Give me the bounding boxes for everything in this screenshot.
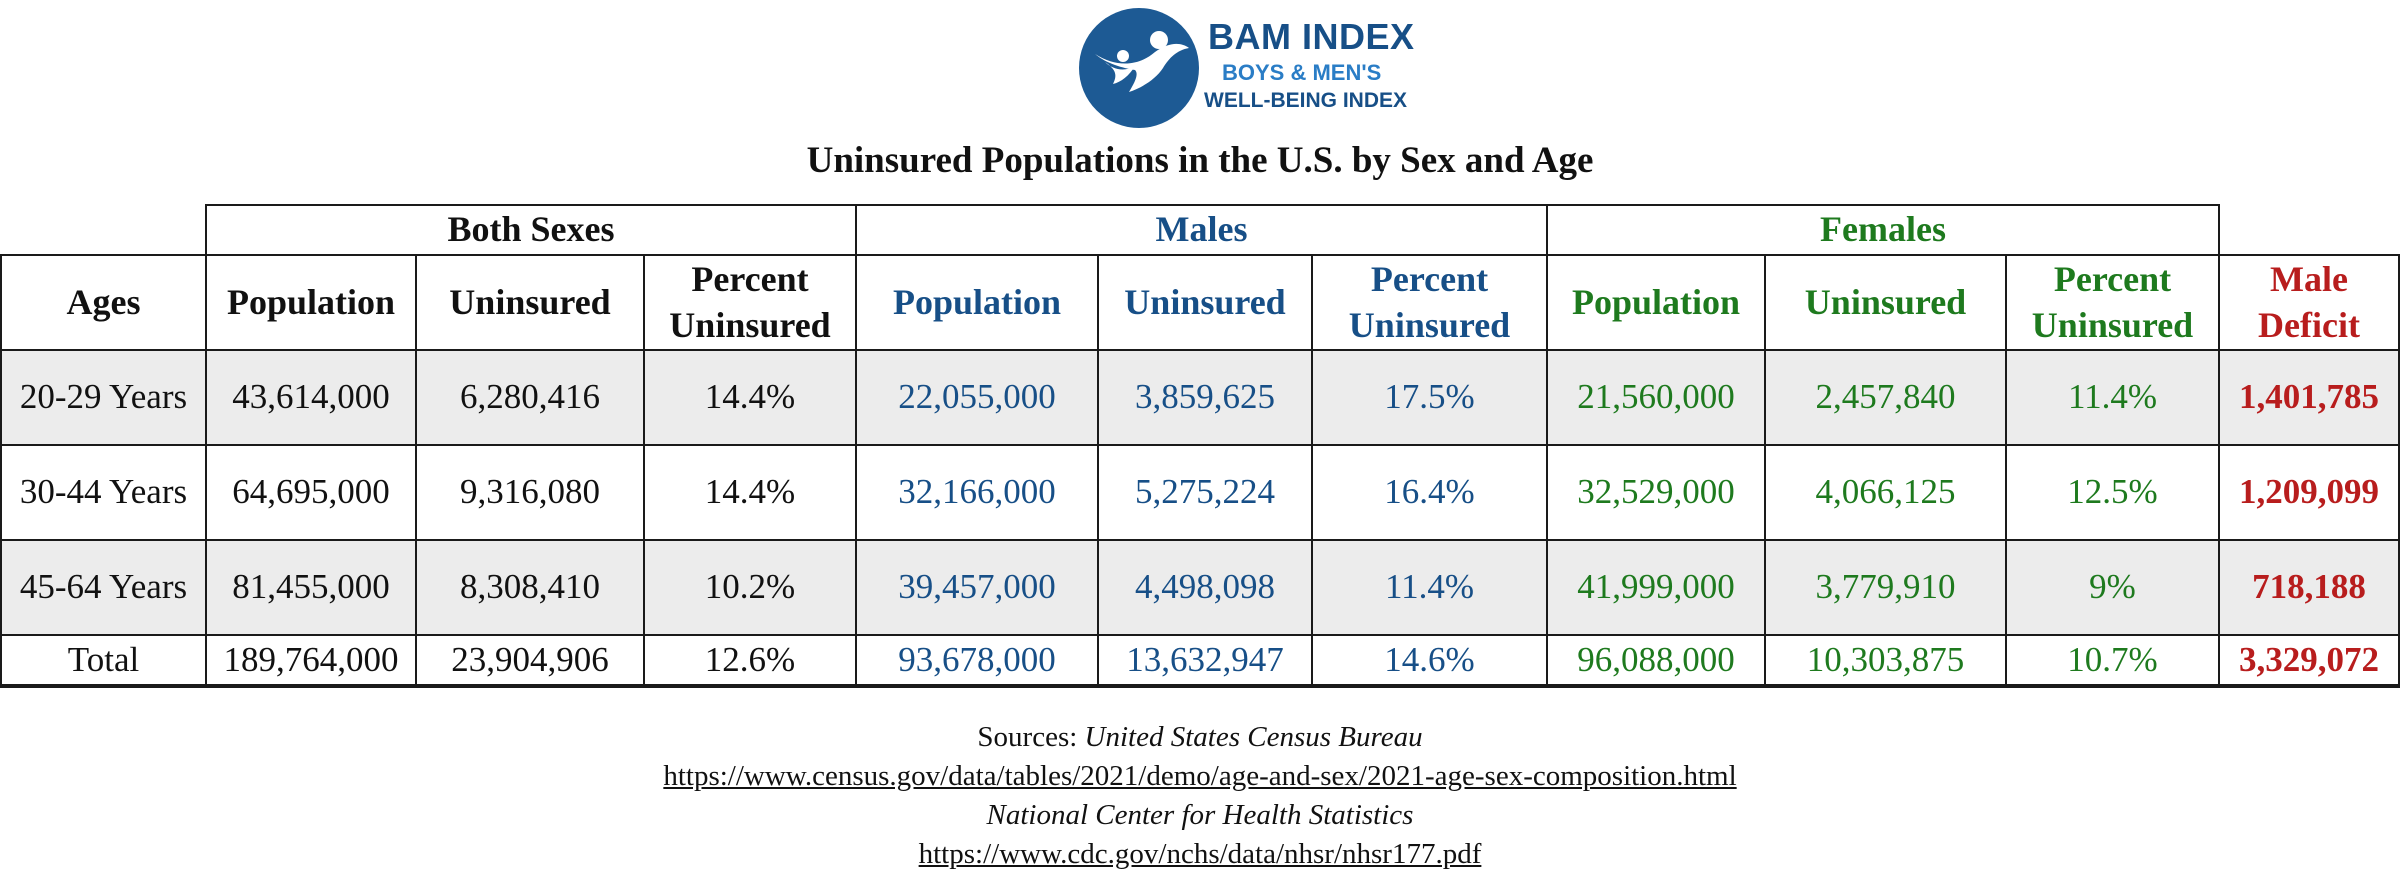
total-label-cell: Total [0, 634, 207, 688]
page-title: Uninsured Populations in the U.S. by Sex… [806, 140, 1594, 181]
both-percent-cell: 14.4% [643, 349, 857, 446]
males-population-cell: 39,457,000 [855, 539, 1099, 636]
both-uninsured-cell: 8,308,410 [415, 539, 645, 636]
both-percent-cell: 14.4% [643, 444, 857, 541]
logo-subtitle-line-2: WELL-BEING INDEX [1204, 89, 1407, 112]
males-percent-cell: 17.5% [1311, 349, 1548, 446]
both-population-cell: 189,764,000 [205, 634, 417, 688]
logo-subtitle-line-1: BOYS & MEN'S [1222, 60, 1382, 85]
females-uninsured-cell: 2,457,840 [1764, 349, 2007, 446]
males-uninsured-cell: 5,275,224 [1097, 444, 1313, 541]
col-header-ages: Ages [0, 254, 207, 351]
females-population-cell: 96,088,000 [1546, 634, 1766, 688]
logo-title: BAM INDEX [1208, 16, 1415, 57]
sources-line-1: Sources: United States Census Bureau [0, 718, 2400, 757]
group-header-females: Females [1546, 204, 2220, 256]
males-population-cell: 32,166,000 [855, 444, 1099, 541]
blank-corner [1, 205, 206, 255]
females-population-cell: 21,560,000 [1546, 349, 1766, 446]
females-uninsured-cell: 3,779,910 [1764, 539, 2007, 636]
col-header-females-population: Population [1546, 254, 1766, 351]
group-header-males: Males [855, 204, 1548, 256]
both-uninsured-cell: 9,316,080 [415, 444, 645, 541]
sources-block: Sources: United States Census Bureau htt… [0, 718, 2400, 874]
males-percent-cell: 14.6% [1311, 634, 1548, 688]
col-header-both-population: Population [205, 254, 417, 351]
col-header-both-percent: Percent Uninsured [643, 254, 857, 351]
males-uninsured-cell: 4,498,098 [1097, 539, 1313, 636]
males-percent-cell: 11.4% [1311, 539, 1548, 636]
male-deficit-cell: 1,401,785 [2218, 349, 2400, 446]
sources-label: Sources: [977, 721, 1085, 753]
cdc-url-link[interactable]: https://www.cdc.gov/nchs/data/nhsr/nhsr1… [918, 838, 1482, 870]
males-uninsured-cell: 13,632,947 [1097, 634, 1313, 688]
both-uninsured-cell: 6,280,416 [415, 349, 645, 446]
col-header-males-uninsured: Uninsured [1097, 254, 1313, 351]
sources-line-3: National Center for Health Statistics [0, 796, 2400, 835]
females-uninsured-cell: 10,303,875 [1764, 634, 2007, 688]
source-census-bureau: United States Census Bureau [1084, 721, 1423, 753]
bam-logo-icon [1079, 8, 1199, 128]
total-row: Total 189,764,000 23,904,906 12.6% 93,67… [0, 634, 2400, 688]
females-percent-cell: 9% [2005, 539, 2220, 636]
col-header-males-percent: Percent Uninsured [1311, 254, 1548, 351]
col-header-females-percent: Percent Uninsured [2005, 254, 2220, 351]
females-uninsured-cell: 4,066,125 [1764, 444, 2007, 541]
females-percent-cell: 12.5% [2005, 444, 2220, 541]
uninsured-table: Both Sexes Males Females Ages Population… [0, 204, 2400, 688]
bam-index-logo: BAM INDEX BOYS & MEN'S WELL-BEING INDEX [1077, 6, 1449, 132]
females-population-cell: 32,529,000 [1546, 444, 1766, 541]
table-row: 30-44 Years 64,695,000 9,316,080 14.4% 3… [0, 444, 2400, 541]
column-header-row: Ages Population Uninsured Percent Uninsu… [0, 254, 2400, 351]
group-header-both-sexes: Both Sexes [205, 204, 857, 256]
females-percent-cell: 11.4% [2005, 349, 2220, 446]
col-header-both-uninsured: Uninsured [415, 254, 645, 351]
males-percent-cell: 16.4% [1311, 444, 1548, 541]
table-row: 45-64 Years 81,455,000 8,308,410 10.2% 3… [0, 539, 2400, 636]
both-population-cell: 43,614,000 [205, 349, 417, 446]
females-percent-cell: 10.7% [2005, 634, 2220, 688]
males-uninsured-cell: 3,859,625 [1097, 349, 1313, 446]
male-deficit-cell: 718,188 [2218, 539, 2400, 636]
col-header-males-population: Population [855, 254, 1099, 351]
male-deficit-cell: 3,329,072 [2218, 634, 2400, 688]
both-percent-cell: 12.6% [643, 634, 857, 688]
males-population-cell: 93,678,000 [855, 634, 1099, 688]
both-uninsured-cell: 23,904,906 [415, 634, 645, 688]
males-population-cell: 22,055,000 [855, 349, 1099, 446]
age-cell: 45-64 Years [0, 539, 207, 636]
col-header-male-deficit: Male Deficit [2218, 254, 2400, 351]
male-deficit-cell: 1,209,099 [2218, 444, 2400, 541]
census-url-link[interactable]: https://www.census.gov/data/tables/2021/… [663, 760, 1737, 792]
col-header-females-uninsured: Uninsured [1764, 254, 2007, 351]
both-population-cell: 81,455,000 [205, 539, 417, 636]
females-population-cell: 41,999,000 [1546, 539, 1766, 636]
table-row: 20-29 Years 43,614,000 6,280,416 14.4% 2… [0, 349, 2400, 446]
group-header-row: Both Sexes Males Females [1, 204, 2399, 256]
age-cell: 20-29 Years [0, 349, 207, 446]
age-cell: 30-44 Years [0, 444, 207, 541]
both-population-cell: 64,695,000 [205, 444, 417, 541]
both-percent-cell: 10.2% [643, 539, 857, 636]
blank-corner [2219, 205, 2399, 255]
source-nchs: National Center for Health Statistics [986, 799, 1414, 831]
